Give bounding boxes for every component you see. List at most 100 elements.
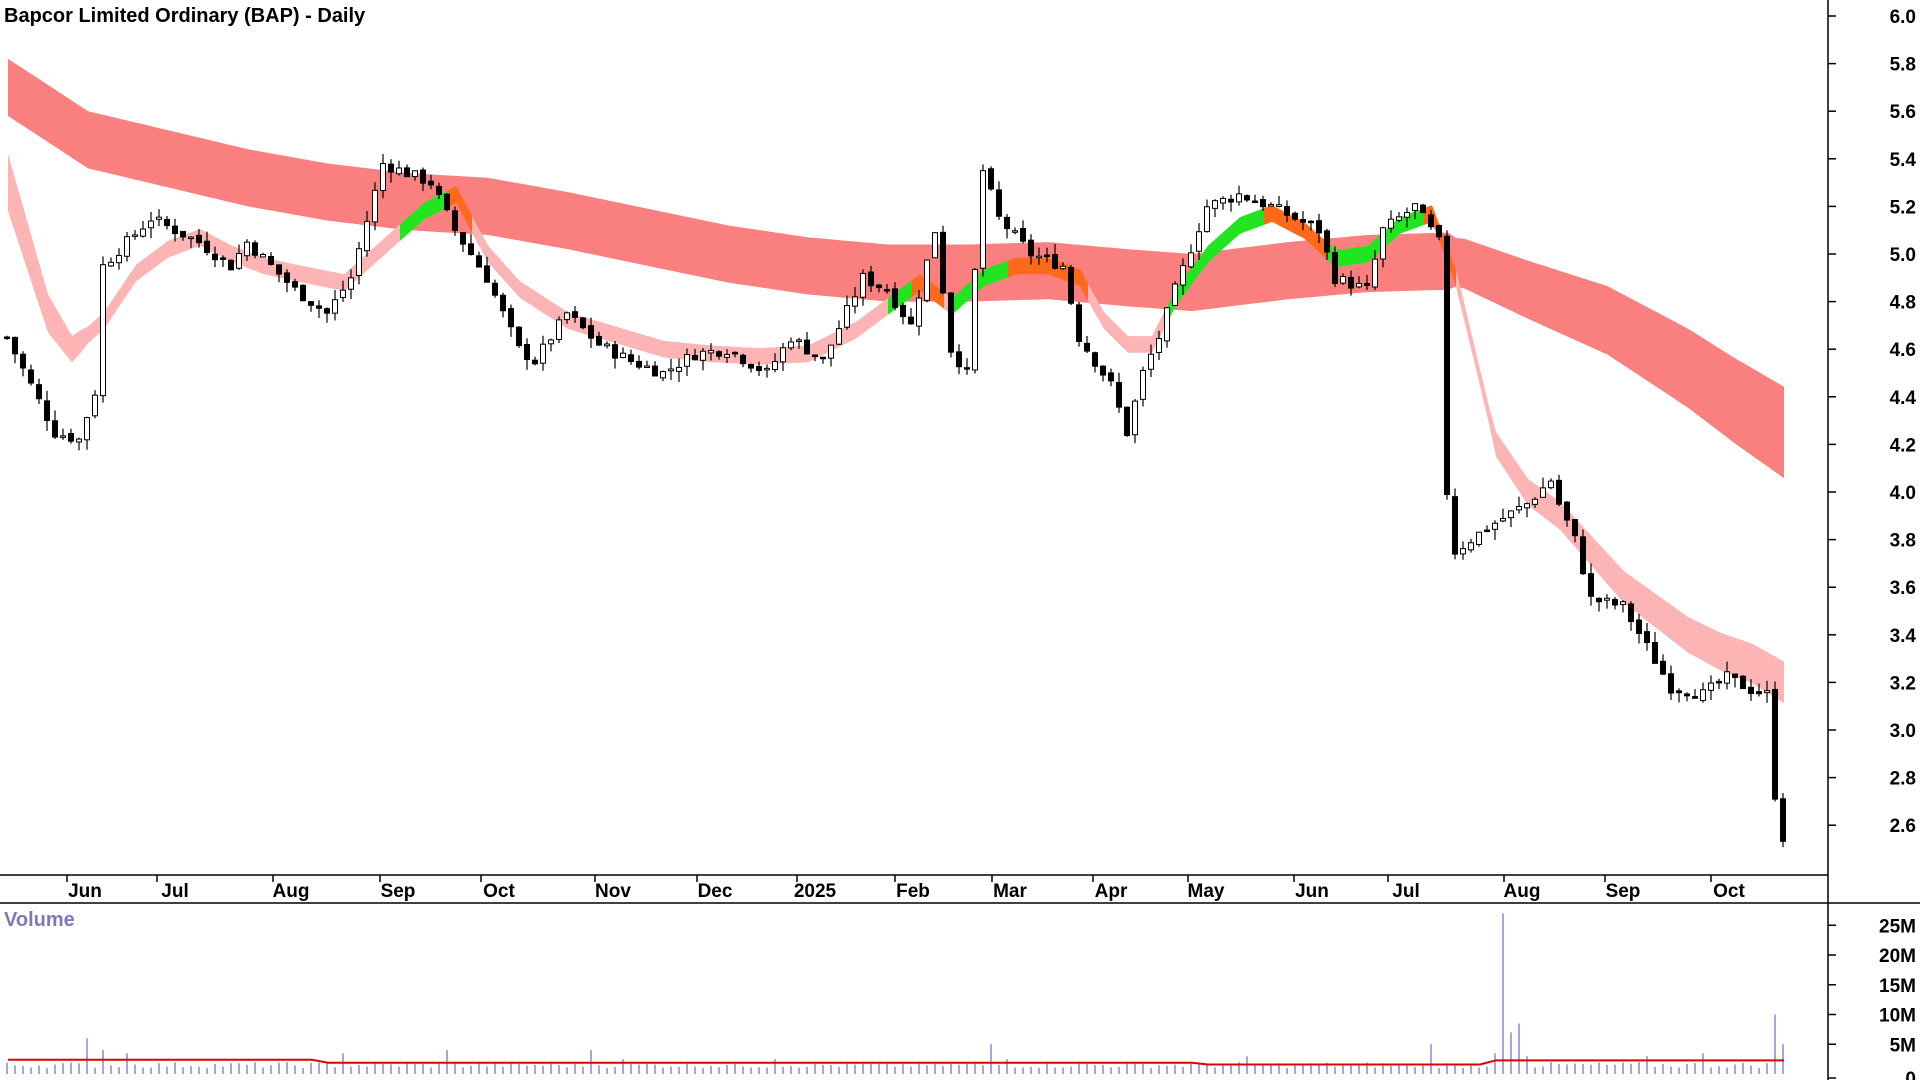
volume-tick-label: 5M (1890, 1035, 1916, 1056)
candle-body (1572, 519, 1578, 537)
candle-body (628, 354, 634, 363)
candle-body (612, 344, 618, 359)
candle-body (1076, 304, 1082, 342)
candle-body (452, 210, 458, 231)
candle-body (1308, 220, 1314, 224)
candle-body (1524, 503, 1530, 509)
candle-body (332, 299, 338, 314)
candle-body (756, 366, 762, 371)
x-tick-label: Sep (1606, 881, 1641, 902)
price-candles (4, 154, 1786, 848)
candle-body (308, 301, 314, 306)
candle-body (164, 218, 170, 227)
x-tick-label: Jul (161, 881, 188, 902)
candle-body (1132, 400, 1138, 436)
candle-body (388, 163, 394, 173)
candle-body (1244, 195, 1250, 201)
candle-body (1116, 382, 1122, 408)
candle-body (892, 288, 898, 309)
candle-body (652, 365, 658, 377)
candle-body (996, 189, 1002, 217)
candle-body (1156, 338, 1162, 353)
candle-body (1700, 689, 1706, 701)
volume-tick-label: 0 (1905, 1069, 1916, 1080)
candle-body (644, 365, 650, 369)
volume-tick-label: 10M (1879, 1006, 1916, 1027)
candle-body (1420, 204, 1426, 214)
x-tick-label: Aug (1504, 881, 1541, 902)
candle-body (724, 353, 730, 358)
candle-body (1092, 352, 1098, 367)
candle-body (772, 361, 778, 371)
candle-body (676, 366, 682, 372)
candle-body (276, 264, 282, 275)
candle-body (108, 261, 114, 267)
candle-body (508, 308, 514, 328)
candle-body (988, 168, 994, 190)
y-tick-label: 5.8 (1890, 55, 1916, 76)
candle-body (932, 232, 938, 259)
candle-body (188, 236, 194, 240)
candle-body (1468, 542, 1474, 551)
candle-body (1332, 252, 1338, 284)
candle-body (948, 292, 954, 353)
y-tick-label: 5.6 (1890, 102, 1916, 123)
short-term-ma-ribbon-segment (8, 154, 408, 363)
candle-body (788, 341, 794, 349)
candle-body (348, 277, 354, 290)
candle-body (268, 255, 274, 265)
candle-body (1588, 573, 1594, 597)
candle-body (140, 228, 146, 237)
candle-body (1636, 619, 1642, 634)
candle-body (316, 305, 322, 309)
candle-body (1052, 254, 1058, 269)
candle-body (1580, 536, 1586, 575)
candle-body (396, 167, 402, 175)
candle-body (1292, 212, 1298, 220)
y-tick-label: 5.0 (1890, 245, 1916, 266)
candle-body (212, 253, 218, 261)
x-axis-ticks: Jun Jul Aug Sep Oct Nov Dec 2025 Feb Mar Apr May Jun… (66, 875, 1746, 902)
candle-body (1644, 631, 1650, 644)
y-tick-label: 6.0 (1890, 7, 1916, 28)
candle-body (1476, 531, 1482, 545)
candle-body (1444, 235, 1450, 496)
candle-body (196, 234, 202, 244)
candle-body (1492, 522, 1498, 530)
candle-body (52, 420, 58, 438)
candle-body (1020, 227, 1026, 242)
candle-body (796, 339, 802, 342)
x-tick-label: Jun (1295, 881, 1329, 902)
candle-body (252, 242, 258, 256)
candle-body (1100, 365, 1106, 376)
candle-body (100, 264, 106, 397)
candle-body (1460, 548, 1466, 555)
short-term-ma-ribbon-segment (1088, 283, 1176, 353)
y-tick-label: 4.0 (1890, 483, 1916, 504)
candle-body (668, 368, 674, 372)
candle-body (180, 230, 186, 238)
candle-body (1148, 353, 1154, 370)
y-tick-label: 4.8 (1890, 293, 1916, 314)
candle-body (940, 231, 946, 294)
candle-body (1012, 230, 1018, 233)
candle-body (1612, 599, 1618, 606)
candle-body (4, 336, 10, 340)
volume-average-line (8, 1058, 1784, 1066)
candle-body (580, 317, 586, 329)
candle-body (1252, 200, 1258, 204)
candle-body (12, 336, 18, 355)
candle-body (220, 257, 226, 260)
candle-body (1044, 254, 1050, 258)
candle-body (1028, 239, 1034, 257)
candle-body (1236, 193, 1242, 203)
candle-body (804, 339, 810, 355)
y-tick-label: 3.6 (1890, 578, 1916, 599)
candle-body (1452, 496, 1458, 555)
candle-body (372, 189, 378, 223)
candle-body (708, 349, 714, 354)
candle-body (1724, 671, 1730, 684)
candle-body (924, 259, 930, 301)
y-tick-label: 4.6 (1890, 340, 1916, 361)
